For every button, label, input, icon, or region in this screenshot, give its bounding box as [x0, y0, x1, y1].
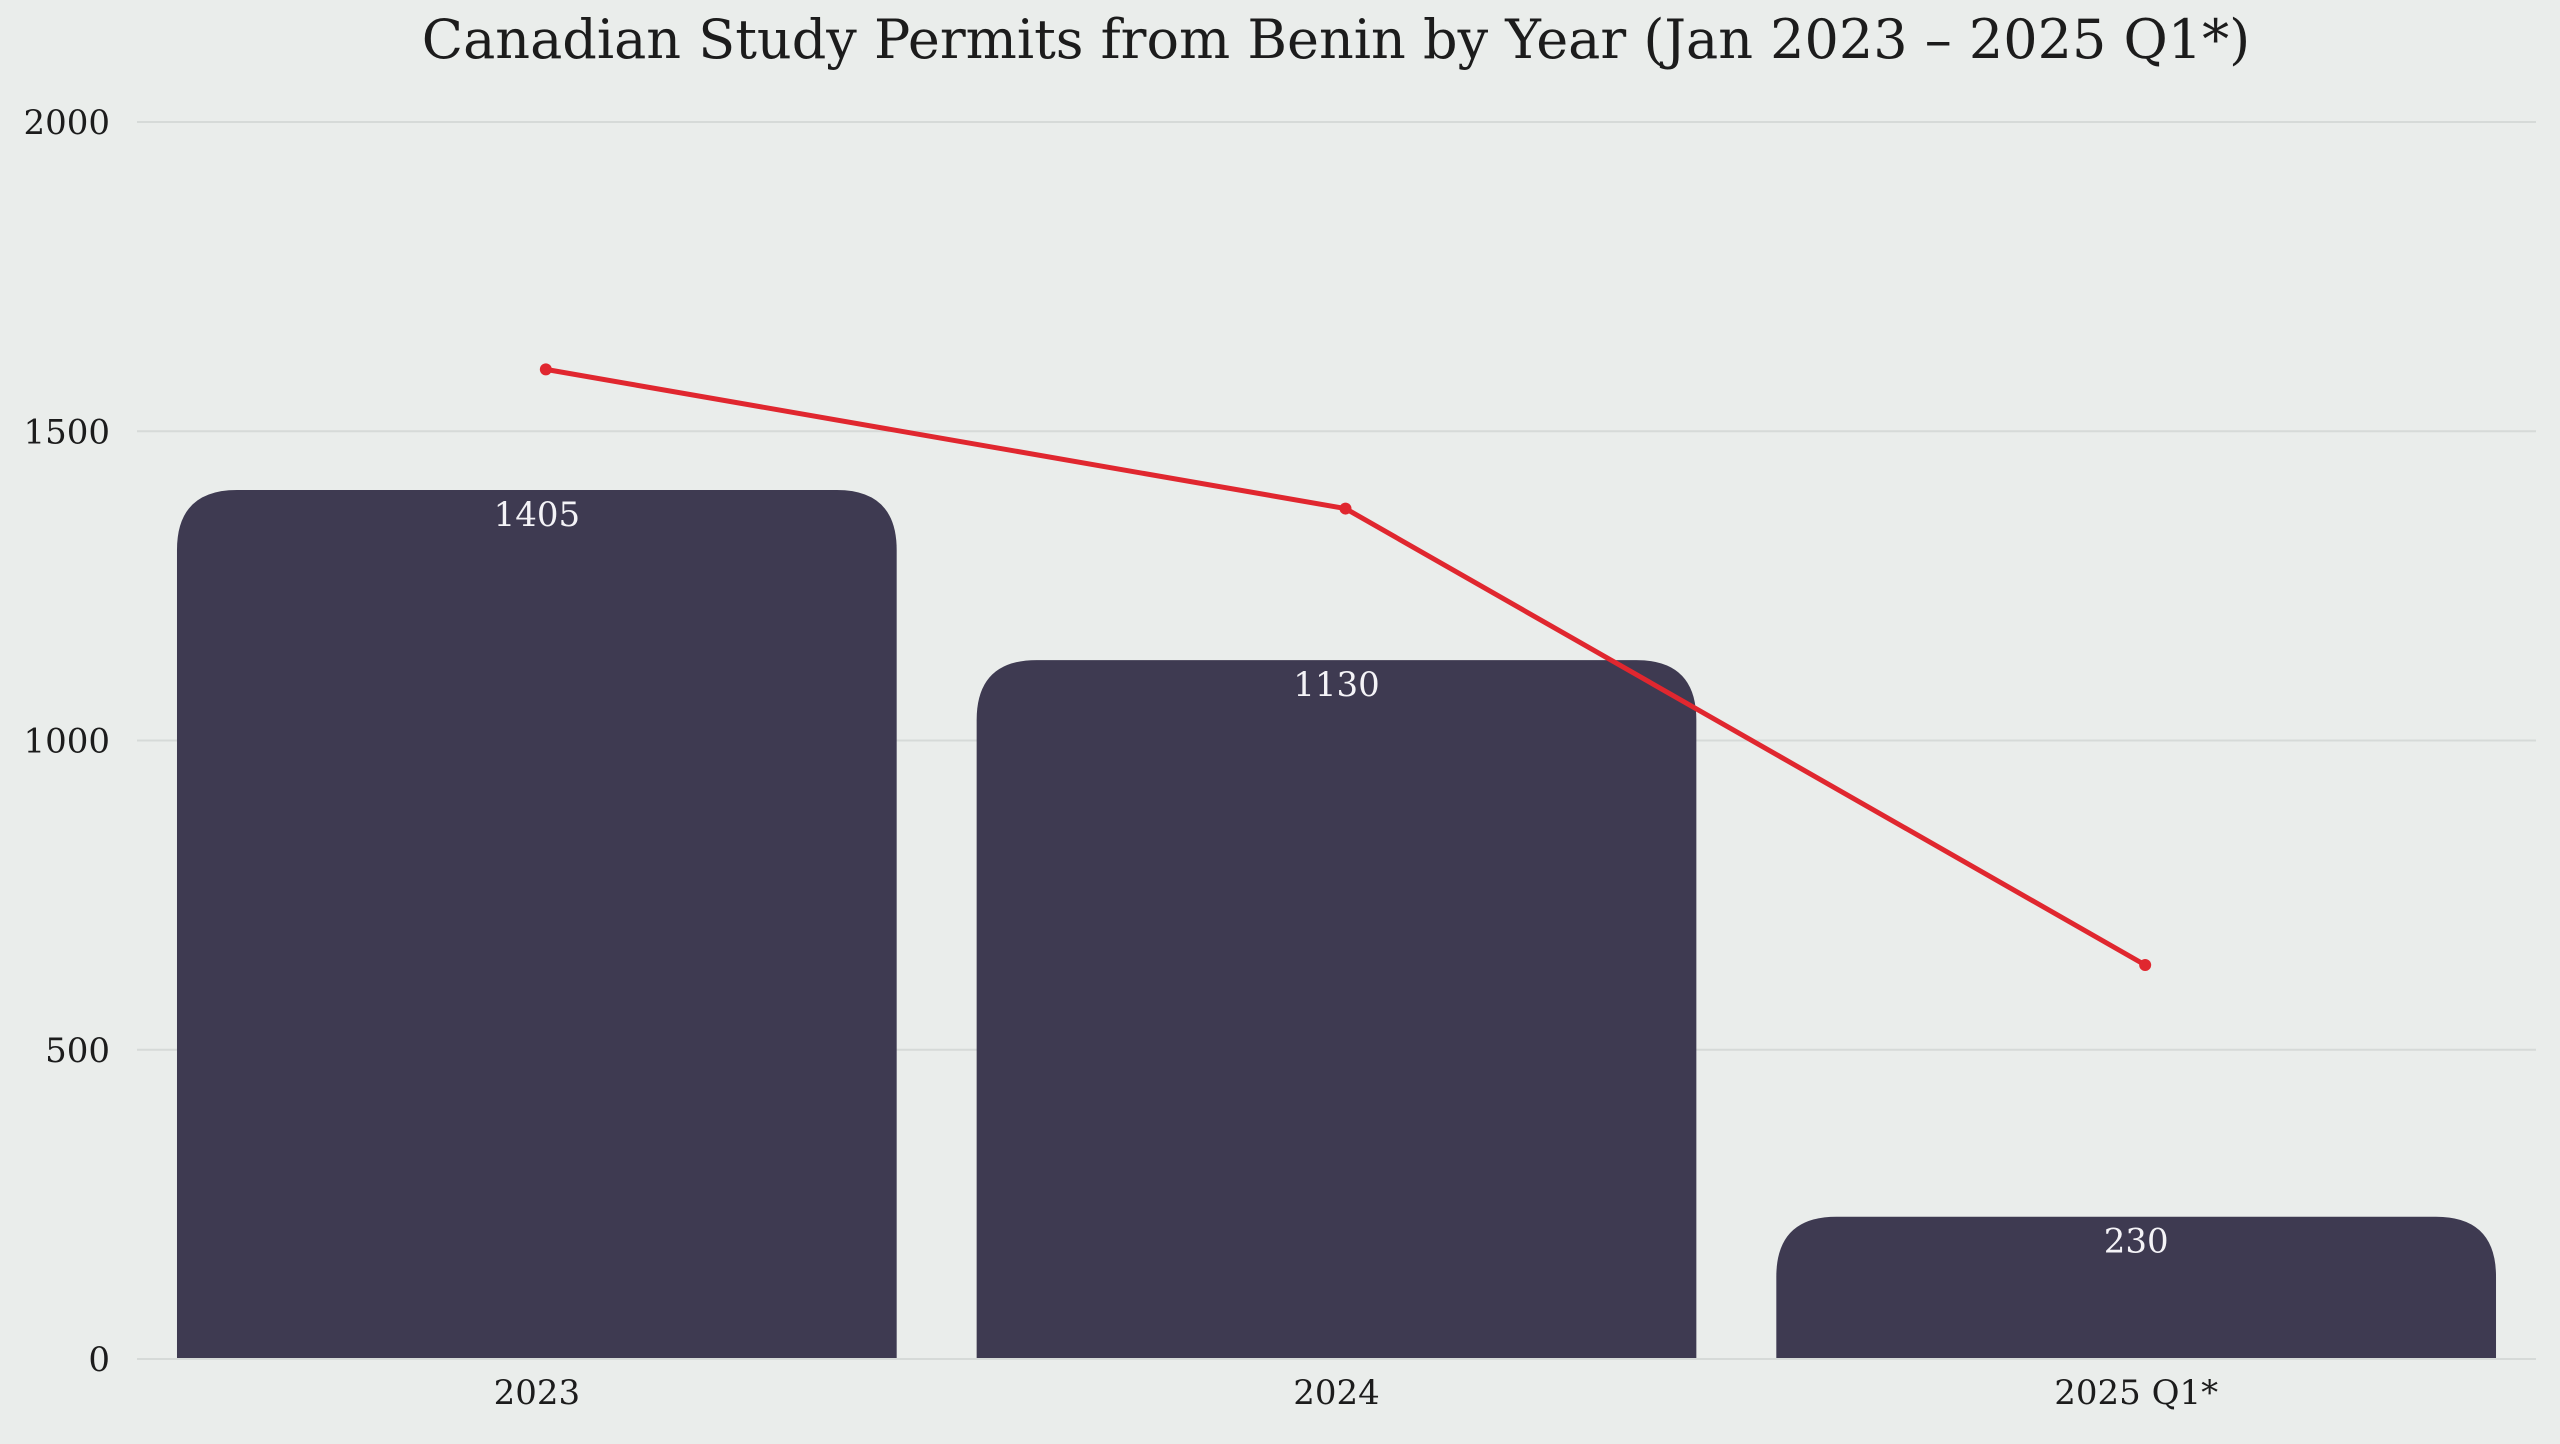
bar-data-label: 1405	[494, 495, 581, 535]
x-tick-label: 2025 Q1*	[2054, 1373, 2218, 1413]
trend-line-point	[539, 363, 552, 376]
bar-labels: 1405 1130 230	[494, 495, 2169, 1262]
bar-data-label: 1130	[1293, 665, 1380, 705]
y-tick-label: 1000	[23, 722, 110, 762]
chart-title: Canadian Study Permits from Benin by Yea…	[422, 8, 2250, 71]
y-tick-label: 500	[45, 1031, 110, 1071]
x-tick-label: 2024	[1293, 1373, 1380, 1413]
y-tick-label: 2000	[23, 103, 110, 143]
y-tick-label: 0	[88, 1340, 110, 1380]
bar-2024	[976, 660, 1697, 1359]
axes: 0 500 1000 1500 2000 2023 2024 2025 Q1*	[23, 103, 2536, 1413]
trend-line-point	[2139, 959, 2152, 972]
bar-2025-q1-	[1776, 1216, 2497, 1359]
trend-line-series	[539, 363, 2152, 972]
bar-2023	[176, 490, 897, 1359]
bar-data-label: 230	[2104, 1222, 2169, 1262]
y-tick-label: 1500	[23, 412, 110, 452]
x-tick-label: 2023	[494, 1373, 581, 1413]
bars	[176, 490, 2497, 1359]
trend-line-point	[1339, 502, 1352, 515]
